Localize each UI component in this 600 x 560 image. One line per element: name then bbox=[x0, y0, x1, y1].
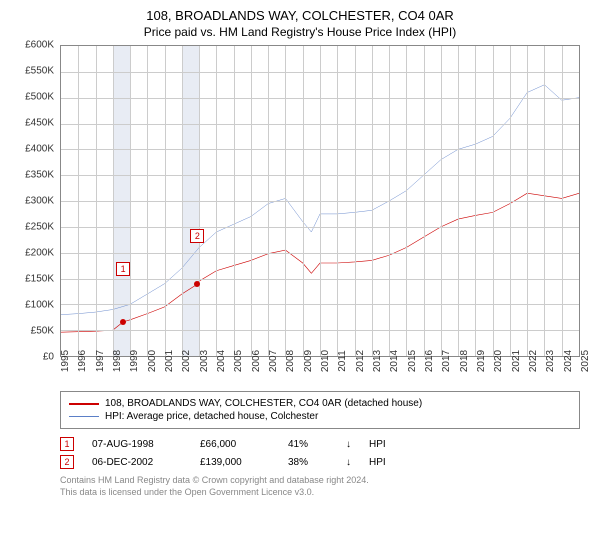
datapoint-price: £66,000 bbox=[200, 439, 270, 450]
x-axis-label: 1998 bbox=[112, 350, 123, 372]
x-axis-label: 2014 bbox=[389, 350, 400, 372]
legend-label: HPI: Average price, detached house, Colc… bbox=[105, 411, 318, 422]
x-axis-label: 2004 bbox=[216, 350, 227, 372]
y-axis-label: £300K bbox=[25, 196, 54, 207]
x-axis-label: 2000 bbox=[147, 350, 158, 372]
x-axis-label: 2022 bbox=[528, 350, 539, 372]
datapoint-marker: 1 bbox=[60, 437, 74, 451]
x-axis-label: 2023 bbox=[545, 350, 556, 372]
legend-swatch bbox=[69, 416, 99, 418]
x-axis-label: 2013 bbox=[372, 350, 383, 372]
datapoint-pct: 41% bbox=[288, 439, 328, 450]
y-axis-label: £0 bbox=[43, 352, 54, 363]
y-axis-label: £200K bbox=[25, 248, 54, 259]
datapoint-table: 1 07-AUG-1998 £66,000 41% ↓ HPI 2 06-DEC-2002 £1… bbox=[60, 437, 580, 469]
x-axis-label: 2011 bbox=[337, 350, 348, 372]
footer-attribution: Contains HM Land Registry data © Crown c… bbox=[60, 475, 580, 498]
plot-area: 12 bbox=[60, 45, 580, 357]
y-axis-label: £400K bbox=[25, 144, 54, 155]
y-axis-label: £550K bbox=[25, 66, 54, 77]
x-axis-label: 1997 bbox=[95, 350, 106, 372]
x-axis-label: 2002 bbox=[181, 350, 192, 372]
datapoint-ref: HPI bbox=[369, 439, 386, 450]
x-axis-label: 2015 bbox=[407, 350, 418, 372]
arrow-down-icon: ↓ bbox=[346, 457, 351, 468]
x-axis-label: 2008 bbox=[285, 350, 296, 372]
x-axis-label: 2009 bbox=[303, 350, 314, 372]
datapoint-date: 06-DEC-2002 bbox=[92, 457, 182, 468]
legend-item: 108, BROADLANDS WAY, COLCHESTER, CO4 0AR… bbox=[69, 398, 571, 409]
data-marker-dot bbox=[120, 319, 126, 325]
datapoint-row: 2 06-DEC-2002 £139,000 38% ↓ HPI bbox=[60, 455, 580, 469]
x-axis-label: 2006 bbox=[251, 350, 262, 372]
chart-title: 108, BROADLANDS WAY, COLCHESTER, CO4 0AR bbox=[12, 8, 588, 23]
x-axis-label: 1996 bbox=[77, 350, 88, 372]
x-axis-label: 2021 bbox=[511, 350, 522, 372]
x-axis-label: 2016 bbox=[424, 350, 435, 372]
footer-line: This data is licensed under the Open Gov… bbox=[60, 487, 580, 499]
y-axis-label: £450K bbox=[25, 118, 54, 129]
x-axis-label: 1995 bbox=[60, 350, 71, 372]
x-axis-label: 2010 bbox=[320, 350, 331, 372]
x-axis-label: 2005 bbox=[233, 350, 244, 372]
arrow-down-icon: ↓ bbox=[346, 439, 351, 450]
x-axis-label: 2017 bbox=[441, 350, 452, 372]
datapoint-row: 1 07-AUG-1998 £66,000 41% ↓ HPI bbox=[60, 437, 580, 451]
footer-line: Contains HM Land Registry data © Crown c… bbox=[60, 475, 580, 487]
datapoint-ref: HPI bbox=[369, 457, 386, 468]
data-marker-dot bbox=[194, 281, 200, 287]
x-axis-label: 1999 bbox=[129, 350, 140, 372]
x-axis-label: 2001 bbox=[164, 350, 175, 372]
y-axis-label: £150K bbox=[25, 274, 54, 285]
y-axis-label: £250K bbox=[25, 222, 54, 233]
chart-area: £0£50K£100K£150K£200K£250K£300K£350K£400… bbox=[60, 45, 580, 385]
x-axis-label: 2019 bbox=[476, 350, 487, 372]
x-axis-label: 2025 bbox=[580, 350, 591, 372]
x-axis-label: 2003 bbox=[199, 350, 210, 372]
datapoint-price: £139,000 bbox=[200, 457, 270, 468]
y-axis-label: £50K bbox=[31, 326, 54, 337]
x-axis-label: 2012 bbox=[355, 350, 366, 372]
x-axis-label: 2018 bbox=[459, 350, 470, 372]
y-axis-label: £350K bbox=[25, 170, 54, 181]
x-axis-label: 2007 bbox=[268, 350, 279, 372]
x-axis-label: 2020 bbox=[493, 350, 504, 372]
data-marker-box: 2 bbox=[190, 229, 204, 243]
datapoint-pct: 38% bbox=[288, 457, 328, 468]
legend-label: 108, BROADLANDS WAY, COLCHESTER, CO4 0AR… bbox=[105, 398, 422, 409]
legend-swatch bbox=[69, 403, 99, 405]
y-axis-label: £600K bbox=[25, 40, 54, 51]
datapoint-date: 07-AUG-1998 bbox=[92, 439, 182, 450]
data-marker-box: 1 bbox=[116, 262, 130, 276]
legend-item: HPI: Average price, detached house, Colc… bbox=[69, 411, 571, 422]
y-axis-label: £500K bbox=[25, 92, 54, 103]
datapoint-marker: 2 bbox=[60, 455, 74, 469]
legend-box: 108, BROADLANDS WAY, COLCHESTER, CO4 0AR… bbox=[60, 391, 580, 429]
x-axis-label: 2024 bbox=[563, 350, 574, 372]
chart-subtitle: Price paid vs. HM Land Registry's House … bbox=[12, 25, 588, 39]
y-axis-label: £100K bbox=[25, 300, 54, 311]
